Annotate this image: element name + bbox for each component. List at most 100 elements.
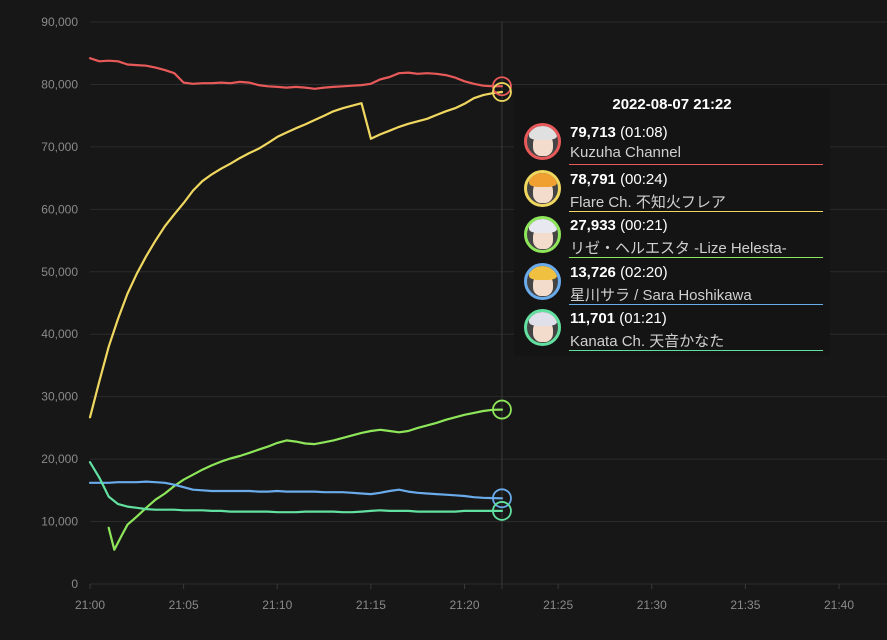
data-point: [454, 510, 457, 513]
data-point: [267, 85, 270, 88]
data-point: [173, 72, 176, 75]
data-point: [463, 413, 466, 416]
data-point: [136, 507, 139, 510]
data-point: [239, 490, 242, 493]
data-point: [117, 503, 120, 506]
channel-name: Flare Ch. 不知火フレア: [570, 193, 726, 211]
x-tick-label: 21:40: [824, 598, 854, 612]
data-point: [126, 505, 129, 508]
x-tick-label: 21:30: [637, 598, 667, 612]
data-point: [285, 439, 288, 442]
data-point: [164, 508, 167, 511]
data-point: [248, 152, 251, 155]
data-point: [117, 60, 120, 63]
data-point: [192, 488, 195, 491]
y-tick-label: 50,000: [41, 265, 78, 279]
data-point: [407, 430, 410, 433]
data-point: [398, 126, 401, 129]
avatar-hair: [529, 265, 557, 280]
data-point: [370, 83, 373, 86]
data-point: [435, 493, 438, 496]
data-point: [454, 107, 457, 110]
data-point: [426, 424, 429, 427]
data-point: [117, 317, 120, 320]
avatar: [524, 309, 561, 346]
data-point: [248, 81, 251, 84]
y-tick-label: 60,000: [41, 202, 78, 216]
stream-duration: (01:08): [620, 124, 668, 141]
data-point: [482, 84, 485, 87]
data-point: [388, 490, 391, 493]
data-point: [201, 180, 204, 183]
y-tick-label: 0: [71, 577, 78, 591]
data-point: [351, 492, 354, 495]
stream-duration: (01:21): [619, 310, 667, 327]
tooltip-row: 79,713 (01:08) Kuzuha Channel: [522, 121, 823, 165]
x-tick-label: 21:20: [449, 598, 479, 612]
data-point: [379, 133, 382, 136]
data-point: [164, 482, 167, 485]
data-point: [360, 510, 363, 513]
data-point: [482, 497, 485, 500]
data-point: [454, 416, 457, 419]
tooltip-value-line: 78,791 (00:24): [570, 171, 668, 188]
channel-name: 星川サラ / Sara Hoshikawa: [570, 286, 752, 304]
data-point: [313, 119, 316, 122]
data-point: [360, 492, 363, 495]
y-tick-label: 70,000: [41, 140, 78, 154]
data-point: [482, 94, 485, 97]
data-point: [98, 60, 101, 63]
data-point: [257, 510, 260, 513]
data-point: [276, 490, 279, 493]
data-point: [313, 443, 316, 446]
data-point: [501, 510, 504, 513]
data-point: [126, 481, 129, 484]
data-point: [435, 114, 438, 117]
data-point: [257, 147, 260, 150]
data-point: [295, 511, 298, 514]
data-point: [313, 88, 316, 91]
y-axis-ticks: 0 10,000 20,000 30,000 40,000 50,000 60,000 70,…: [41, 15, 78, 591]
data-point: [426, 117, 429, 120]
data-point: [182, 478, 185, 481]
data-point: [121, 534, 124, 537]
data-point: [444, 418, 447, 421]
data-point: [285, 131, 288, 134]
hover-markers: [492, 76, 512, 521]
x-tick-label: 21:05: [169, 598, 199, 612]
data-point: [323, 86, 326, 89]
x-tick-label: 21:15: [356, 598, 386, 612]
data-point: [210, 490, 213, 493]
data-point: [388, 76, 391, 79]
data-point: [210, 173, 213, 176]
data-point: [182, 81, 185, 84]
avatar: [524, 169, 561, 207]
data-point: [295, 127, 298, 130]
data-point: [182, 486, 185, 489]
data-point: [192, 473, 195, 476]
data-point: [360, 84, 363, 87]
data-point: [267, 445, 270, 448]
y-tick-label: 80,000: [41, 77, 78, 91]
data-point: [332, 439, 335, 442]
data-point: [295, 490, 298, 493]
avatar-hair: [529, 126, 557, 140]
x-tick-label: 21:35: [730, 598, 760, 612]
data-point: [416, 510, 419, 513]
data-point: [229, 490, 232, 493]
data-point: [239, 81, 242, 84]
data-point: [145, 508, 148, 511]
data-point: [276, 511, 279, 514]
y-tick-label: 40,000: [41, 327, 78, 341]
data-point: [113, 548, 116, 551]
data-point: [107, 495, 110, 498]
data-point: [239, 157, 242, 160]
data-point: [220, 490, 223, 493]
data-point: [304, 442, 307, 445]
data-point: [239, 510, 242, 513]
data-point: [501, 408, 504, 411]
data-point: [107, 59, 110, 62]
data-point: [435, 422, 438, 425]
data-point: [248, 510, 251, 513]
data-point: [304, 86, 307, 89]
